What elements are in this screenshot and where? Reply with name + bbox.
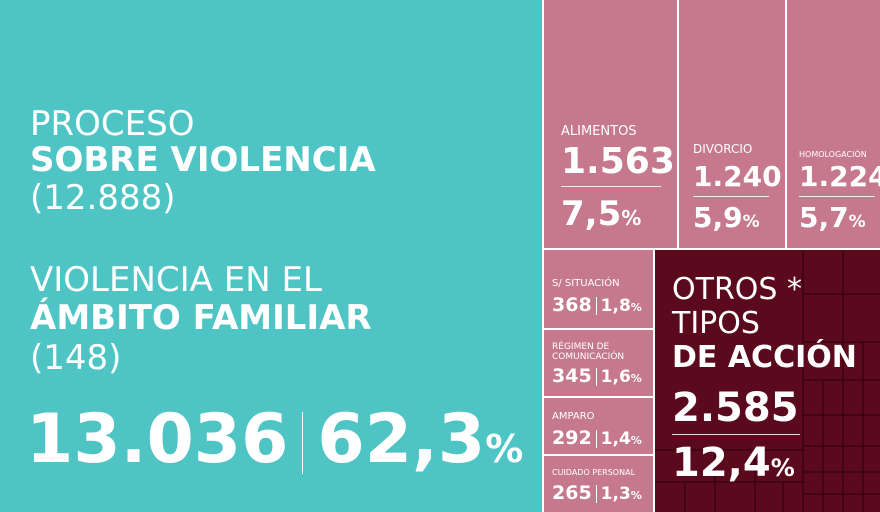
sub-label-line2: ÁMBITO FAMILIAR: [30, 298, 372, 338]
otros-label-line3: DE ACCIÓN: [672, 340, 857, 375]
cell-divorcio-percent-sign: %: [742, 212, 760, 232]
cell-divorcio-label: DIVORCIO: [693, 142, 753, 156]
cell-homologacion-percent-sign: %: [848, 212, 866, 232]
cell-cuidado-label: CUIDADO PERSONAL: [552, 468, 636, 477]
cell-divorcio-percent: 5,9: [693, 201, 743, 234]
cell-divorcio-percent-row: 5,9%: [693, 200, 760, 240]
otros-percent-sign: %: [770, 454, 795, 482]
cell-regimen-row: 345 1,6%: [552, 364, 642, 391]
cell-cuidado: [544, 456, 653, 512]
otros-label-line1-row: OTROS *: [672, 273, 802, 307]
otros-percent: 12,4: [672, 440, 771, 486]
cell-regimen-label-line1: RÉGIMEN DE: [552, 342, 610, 352]
main-percent-sign: %: [485, 427, 524, 471]
cell-divorcio-rule: [693, 196, 769, 197]
otros-label-line1: OTROS: [672, 272, 778, 307]
cell-otros-subdivisions: [655, 250, 880, 512]
main-label-line1: PROCESO: [30, 104, 195, 144]
cell-regimen-separator: [595, 367, 597, 386]
otros-value: 2.585: [672, 385, 799, 431]
cell-alimentos-value: 1.563: [561, 141, 675, 182]
cell-situacion-percent: 1,8: [600, 296, 631, 316]
cell-divorcio-value: 1.240: [693, 160, 782, 193]
sub-label-count: (148): [30, 338, 122, 378]
cell-amparo-value: 292: [552, 427, 592, 449]
main-label-count: (12.888): [30, 178, 176, 218]
cell-amparo: [544, 398, 653, 454]
cell-regimen-label-line2: COMUNICACIÓN: [552, 352, 625, 362]
otros-asterisk: *: [787, 272, 802, 307]
cell-regimen-value: 345: [552, 365, 592, 387]
cell-regimen-percent: 1,6: [600, 367, 631, 387]
cell-amparo-percent: 1,4: [600, 429, 631, 449]
cell-alimentos-percent-sign: %: [621, 206, 642, 230]
cell-divorcio: [679, 0, 785, 248]
cell-alimentos-percent-row: 7,5%: [561, 194, 641, 238]
cell-situacion-percent-sign: %: [630, 301, 642, 314]
main-percent: 62,3: [317, 400, 486, 479]
otros-rule: [672, 434, 800, 435]
cell-cuidado-percent: 1,3: [600, 484, 631, 504]
cell-cuidado-percent-sign: %: [630, 489, 642, 502]
cell-cuidado-separator: [595, 484, 597, 503]
otros-label-line2: TIPOS: [672, 306, 760, 341]
cell-situacion-separator: [595, 296, 597, 315]
cell-otros: [655, 250, 880, 512]
cell-alimentos-label: ALIMENTOS: [561, 124, 637, 139]
cell-alimentos: [544, 0, 677, 248]
cell-regimen: [544, 330, 653, 396]
cell-cuidado-value: 265: [552, 482, 592, 504]
cell-alimentos-rule: [561, 186, 661, 187]
cell-alimentos-percent: 7,5: [561, 194, 622, 234]
cell-homologacion-percent-row: 5,7%: [799, 200, 866, 240]
cell-homologacion: [787, 0, 880, 248]
cell-amparo-percent-sign: %: [630, 434, 642, 447]
cell-situacion-value: 368: [552, 294, 592, 316]
cell-homologacion-value: 1.224: [799, 160, 880, 193]
main-value-row: 13.036 62,3%: [26, 400, 523, 489]
cell-situacion-label: S/ SITUACIÓN: [552, 278, 620, 289]
cell-amparo-separator: [595, 429, 597, 448]
cell-amparo-row: 292 1,4%: [552, 426, 642, 453]
sub-label-line1: VIOLENCIA EN EL: [30, 260, 322, 300]
cell-homologacion-percent: 5,7: [799, 201, 849, 234]
cell-homologacion-label: HOMOLOGACIÓN: [799, 150, 867, 159]
main-label-line2: SOBRE VIOLENCIA: [30, 140, 376, 180]
cell-situacion-row: 368 1,8%: [552, 293, 642, 320]
cell-homologacion-rule: [799, 196, 875, 197]
cell-regimen-percent-sign: %: [630, 372, 642, 385]
cell-situacion: [544, 250, 653, 328]
value-separator: [302, 412, 304, 475]
otros-percent-row: 12,4%: [672, 440, 795, 491]
treemap-main-block: [0, 0, 542, 512]
cell-amparo-label: AMPARO: [552, 411, 595, 422]
cell-cuidado-row: 265 1,3%: [552, 481, 642, 508]
main-value: 13.036: [26, 400, 289, 479]
